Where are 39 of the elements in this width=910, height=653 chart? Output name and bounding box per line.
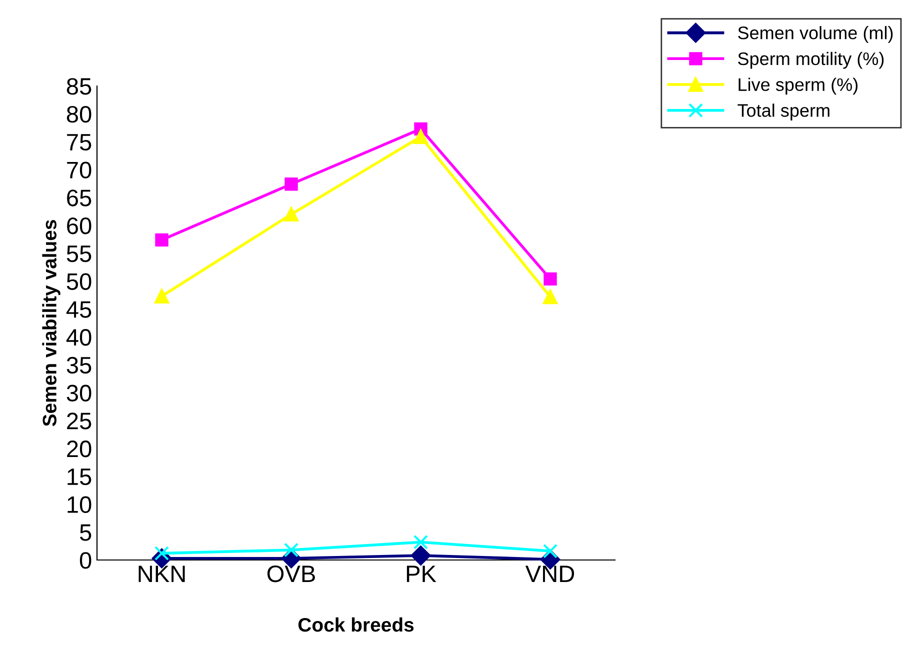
y-tick-label: 30 (66, 384, 92, 402)
x-tick-label: OVB (267, 565, 315, 582)
y-tick-label: 0 (80, 552, 92, 569)
y-axis-title: Semen viability values (42, 220, 60, 426)
legend-label: Semen volume (ml) (738, 26, 893, 43)
y-tick-label: 25 (67, 412, 92, 430)
legend-label: Live sperm (%) (738, 78, 858, 95)
y-tick-label: 60 (67, 217, 92, 234)
point (413, 129, 428, 144)
x-tick-label: PK (406, 566, 436, 582)
y-tick-label: 5 (80, 524, 92, 541)
point (155, 233, 168, 247)
y-tick-label: 10 (68, 496, 92, 514)
legend-label: Sperm motility (%) (738, 52, 884, 69)
y-tick-label: 45 (66, 301, 92, 318)
y-tick-label: 65 (67, 190, 92, 206)
y-tick-label: 40 (66, 329, 92, 346)
y-tick-label: 35 (66, 356, 92, 374)
x-axis-title: Cock breeds (298, 617, 414, 632)
y-tick-label: 85 (66, 78, 92, 95)
point (284, 542, 299, 558)
y-tick-label: 70 (67, 162, 92, 178)
y-tick-label: 55 (66, 246, 92, 262)
point (544, 272, 557, 286)
y-tick-label: 20 (67, 440, 92, 458)
point (154, 288, 170, 304)
legend-label: Total sperm (738, 104, 830, 120)
y-tick-label: 15 (68, 468, 92, 486)
y-tick-label: 80 (66, 106, 92, 123)
x-tick-label: NKN (138, 566, 185, 582)
point (542, 289, 558, 304)
point (542, 544, 558, 558)
y-tick-label: 50 (66, 273, 92, 290)
point (284, 206, 299, 222)
point (410, 546, 431, 566)
point (413, 534, 428, 550)
y-tick-label: 75 (67, 134, 92, 151)
x-tick-label: VND (525, 566, 574, 582)
point (284, 178, 298, 191)
